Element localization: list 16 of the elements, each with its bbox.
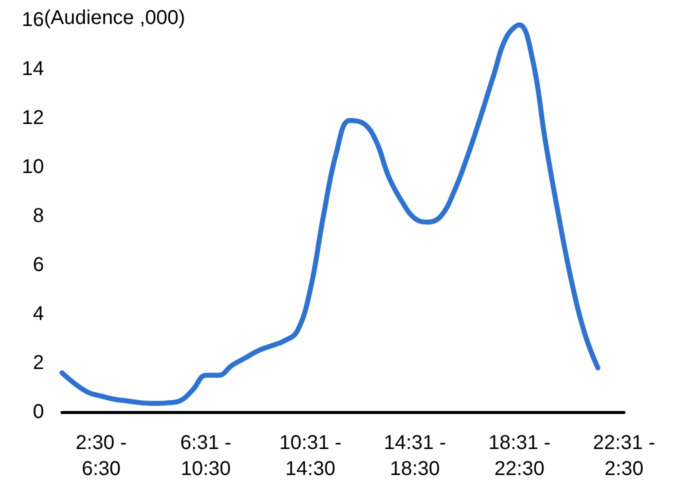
y-tick-label: 12 [22,107,44,129]
y-tick-label: 8 [32,205,44,227]
y-tick-label: 14 [22,58,44,80]
y-tick-label: 10 [22,156,44,178]
x-tick-label: 10:31 - 14:30 [279,432,342,480]
y-tick-label: 16 [22,9,44,31]
y-axis-title: (Audience ,000) [44,7,186,29]
y-tick-label: 2 [32,352,44,374]
x-tick-label: 2:30 - 6:30 [76,432,127,480]
x-tick-label: 22:31 - 2:30 [592,432,656,480]
y-tick-label: 6 [32,254,44,276]
y-tick-label: 0 [32,401,44,423]
x-tick-label: 14:31 - 18:30 [384,432,446,480]
x-tick-label: 18:31 - 22:30 [488,432,551,480]
x-tick-label: 6:31 - 10:30 [180,432,232,480]
y-tick-label: 4 [32,303,44,325]
